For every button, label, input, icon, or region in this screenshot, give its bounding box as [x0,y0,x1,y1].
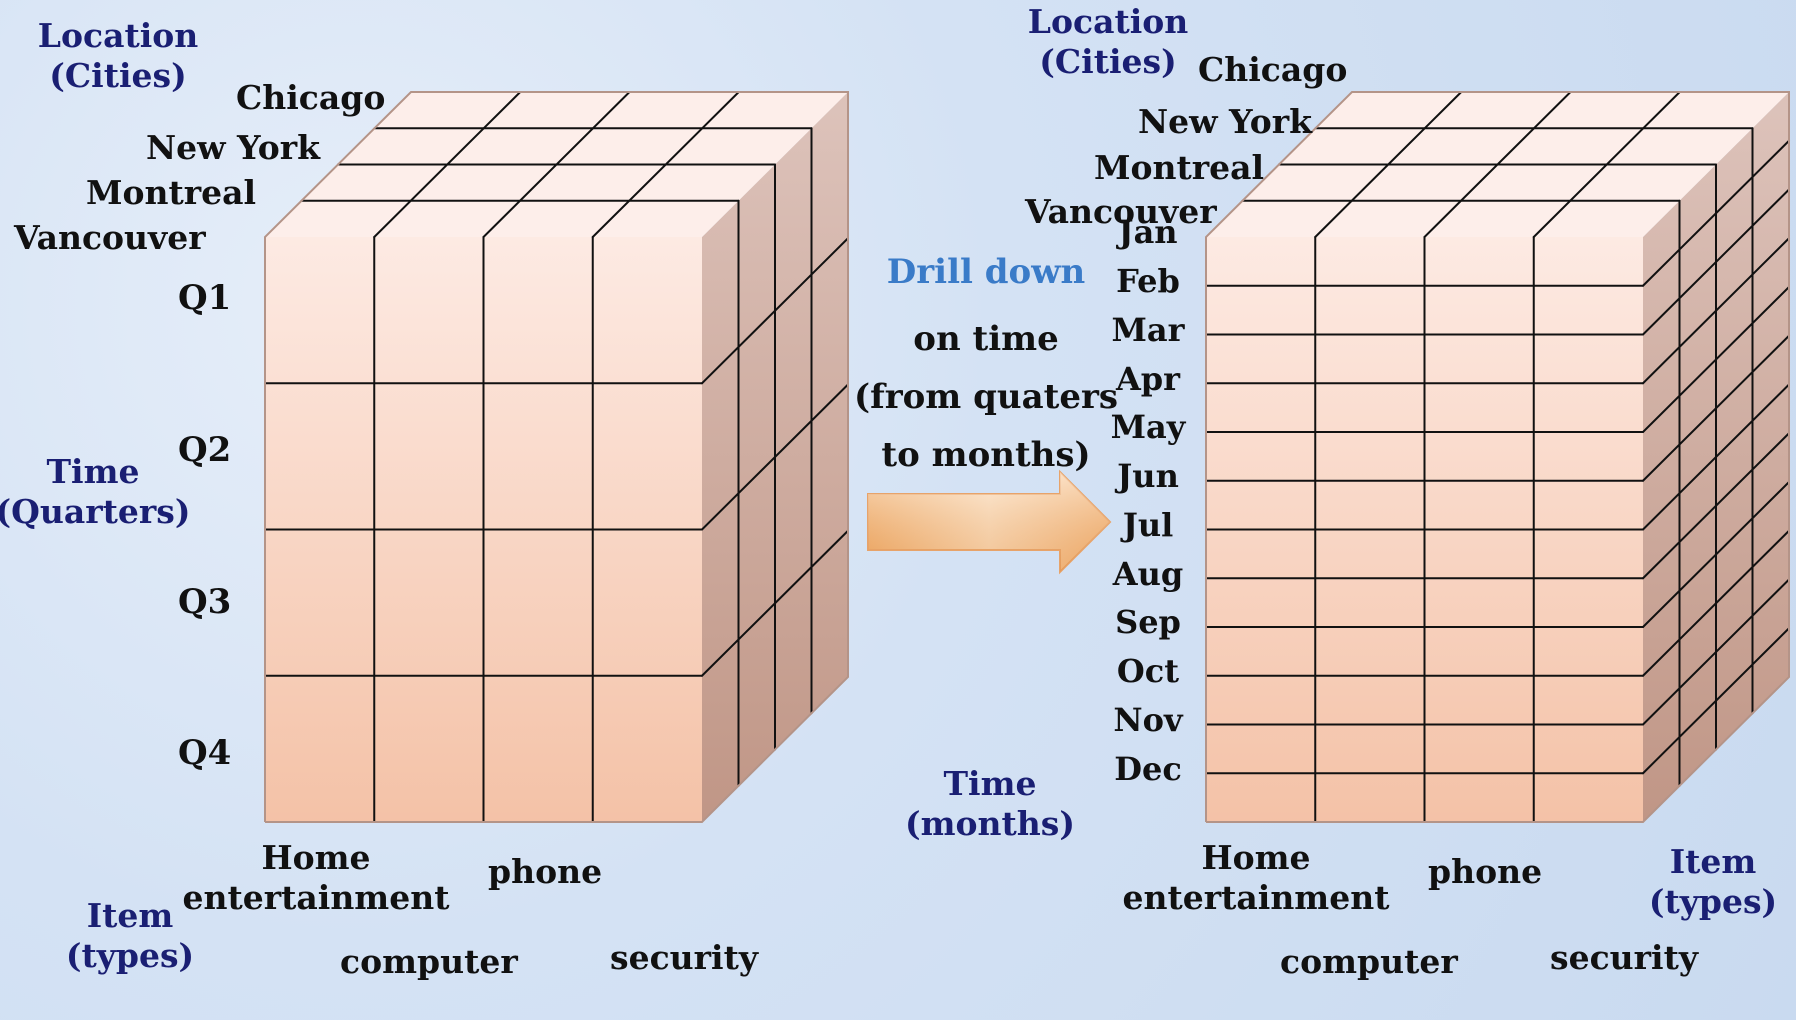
month-label: Nov [1113,700,1183,739]
side-row-line [1642,432,1790,580]
side-row-line [1642,286,1790,433]
side-row-line [701,383,849,531]
top-column-line [482,91,631,238]
left-location-axis-label: Location (Cities) [37,16,199,95]
right-city-label: Montreal [1094,148,1265,187]
right-location-axis-label: Location (Cities) [1027,2,1189,81]
side-row-line [1642,334,1790,482]
side-row-line [1642,139,1790,287]
month-label: May [1110,408,1186,447]
left-city-label: Vancouver [14,218,206,257]
side-row-line [1642,578,1790,726]
right-item-label: security [1550,938,1699,977]
top-column-line [1314,91,1463,238]
right-city-label: Vancouver [1025,192,1217,231]
top-column-line [591,91,740,238]
side-row-line [1642,481,1790,628]
right-item-axis-label: Item (types) [1648,842,1778,921]
right-city-label: Chicago [1198,50,1348,89]
side-row-line [701,237,849,385]
month-label: Feb [1116,262,1180,301]
right-time-axis-label: Time (months) [905,764,1075,843]
month-label: Aug [1112,554,1184,593]
right-item-label: Home entertainment [1122,838,1390,917]
left-item-label: Home entertainment [182,838,450,917]
left-time-axis-label: Time (Quarters) [0,452,191,531]
left-city-label: New York [146,128,321,167]
side-row-line [1642,529,1790,677]
left-quarter-label: Q2 [178,430,232,470]
left-quarter-label: Q1 [178,278,232,318]
side-row-line [1642,627,1790,775]
right-item-label: phone [1428,852,1543,891]
left-cube-quarters [264,91,849,823]
cube-outline [264,91,849,823]
left-item-label: phone [488,852,603,891]
month-label: Dec [1114,749,1182,788]
month-label: Apr [1115,359,1181,398]
left-quarter-label: Q4 [178,733,232,773]
right-cube-months [1205,91,1790,823]
cube-outline [1205,91,1790,823]
month-label: Sep [1115,603,1181,642]
month-label: Mar [1111,310,1185,349]
left-city-label: Chicago [236,78,386,117]
drill-down-title: Drill down [886,252,1086,292]
left-item-axis-label: Item (types) [65,896,195,975]
side-row-line [701,529,849,677]
month-label: Oct [1116,652,1180,691]
left-city-label: Montreal [86,173,257,212]
side-row-line [1642,237,1790,385]
month-label: Jun [1117,457,1179,496]
drill-down-arrow [867,469,1112,575]
left-item-label: computer [340,942,518,981]
right-item-label: computer [1280,942,1458,981]
top-column-line [1532,91,1681,238]
drill-down-description: on time (from quaters to months) [853,319,1119,475]
left-quarter-label: Q3 [178,582,232,622]
left-item-label: security [610,938,759,977]
month-label: Jul [1122,505,1174,544]
side-row-line [1642,188,1790,336]
top-column-line [373,91,522,238]
month-label: Jan [1118,213,1178,252]
right-city-label: New York [1138,102,1313,141]
top-column-line [1423,91,1572,238]
side-row-line [1642,383,1790,531]
